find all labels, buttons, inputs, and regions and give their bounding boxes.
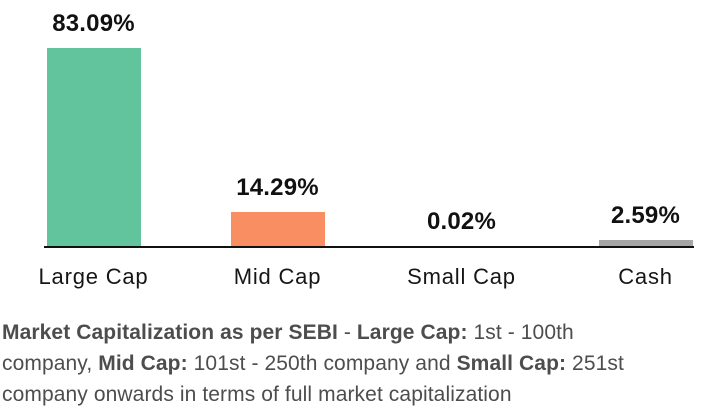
footnote-bold-text: Market Capitalization as per SEBI — [2, 321, 338, 344]
footnote-bold-text: Small Cap: — [456, 352, 567, 375]
value-label-mid-cap: 14.29% — [236, 174, 319, 201]
value-label-large-cap: 83.09% — [52, 10, 135, 37]
x-axis-line — [44, 246, 694, 248]
bar-chart: 83.09% Large Cap 14.29% Mid Cap 0.02% Small C… — [38, 10, 694, 289]
footnote-text: company, — [2, 352, 99, 375]
value-label-cash: 2.59% — [610, 202, 681, 229]
footnote-text: 101st - 250th company and — [187, 352, 457, 375]
footnote-text: company onwards in terms of full market … — [2, 383, 512, 406]
footnote-line: company onwards in terms of full market … — [2, 379, 706, 410]
x-axis-label-cash: Cash — [618, 264, 673, 289]
bar-mid-cap — [230, 212, 325, 246]
x-axis-label-mid-cap: Mid Cap — [233, 264, 322, 289]
x-axis-label-large-cap: Large Cap — [38, 264, 149, 289]
footnote-bold-text: Mid Cap: — [98, 352, 188, 375]
footnote: Market Capitalization as per SEBI - Larg… — [2, 317, 706, 410]
footnote-text: 251st — [566, 352, 624, 375]
footnote-line: company, Mid Cap: 101st - 250th company … — [2, 348, 706, 379]
bar-cash — [598, 240, 693, 246]
value-label-small-cap: 0.02% — [426, 208, 497, 235]
bar-large-cap — [46, 48, 141, 246]
x-axis-label-small-cap: Small Cap — [407, 264, 516, 289]
footnote-text: - — [337, 321, 357, 344]
footnote-text: 1st - 100th — [467, 321, 574, 344]
footnote-line: Market Capitalization as per SEBI - Larg… — [2, 317, 706, 348]
footnote-bold-text: Large Cap: — [356, 321, 468, 344]
